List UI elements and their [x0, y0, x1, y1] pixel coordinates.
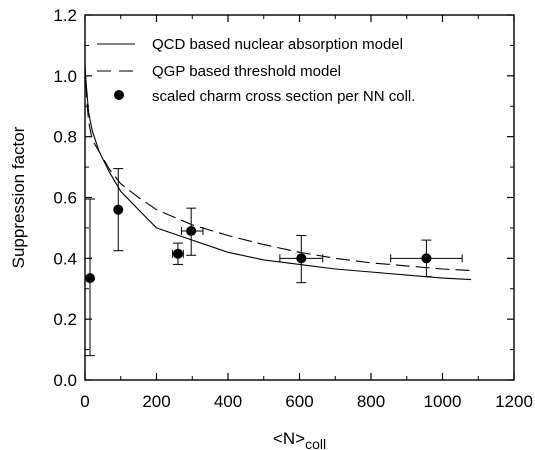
data-marker — [186, 225, 197, 236]
x-axis-title: <N>coll — [273, 429, 326, 450]
x-axis-title-subscript: coll — [305, 436, 326, 450]
data-point — [85, 198, 96, 357]
data-point — [113, 168, 124, 252]
data-marker — [113, 204, 124, 215]
data-point — [390, 239, 463, 278]
data-point — [172, 242, 184, 265]
y-tick-label: 1.0 — [53, 67, 77, 86]
x-tick-label: 200 — [142, 392, 170, 411]
x-tick-label: 400 — [214, 392, 242, 411]
x-tick-label: 600 — [285, 392, 313, 411]
data-point — [181, 207, 204, 256]
qcd-absorption-curve — [84, 69, 472, 281]
x-tick-label: 1200 — [495, 392, 533, 411]
legend: QCD based nuclear absorption model QGP ba… — [97, 36, 415, 105]
y-tick-label: 1.2 — [53, 6, 77, 25]
y-tick-label: 0.8 — [53, 128, 77, 147]
legend-label-qgp: QGP based threshold model — [152, 63, 341, 80]
data-point — [279, 235, 324, 284]
data-marker — [85, 273, 96, 284]
y-axis-title: Suppression factor — [9, 126, 28, 268]
data-marker — [296, 253, 307, 264]
data-marker — [172, 248, 183, 259]
y-tick-label: 0.0 — [53, 371, 77, 390]
legend-label-qcd: QCD based nuclear absorption model — [152, 36, 403, 53]
y-tick-label: 0.4 — [53, 249, 77, 268]
y-tick-label: 0.6 — [53, 189, 77, 208]
data-marker — [421, 253, 432, 264]
legend-label-charm: scaled charm cross section per NN coll. — [152, 88, 415, 105]
axes: 0 200 400 600 800 1000 1200 0.0 0.2 0.4 0.6 0.8 1.0 1… — [9, 6, 533, 450]
x-tick-label: 0 — [80, 392, 89, 411]
y-tick-label: 0.2 — [53, 310, 77, 329]
legend-point-swatch — [114, 90, 124, 100]
x-tick-label: 1000 — [424, 392, 462, 411]
x-tick-label: 800 — [357, 392, 385, 411]
data-points — [85, 168, 463, 357]
